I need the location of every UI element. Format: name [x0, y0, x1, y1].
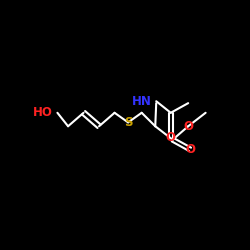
Text: O: O [166, 131, 176, 144]
Text: HN: HN [132, 95, 152, 108]
Text: S: S [124, 116, 132, 129]
Text: O: O [185, 143, 195, 156]
Text: O: O [183, 120, 193, 133]
Text: HO: HO [33, 106, 52, 119]
